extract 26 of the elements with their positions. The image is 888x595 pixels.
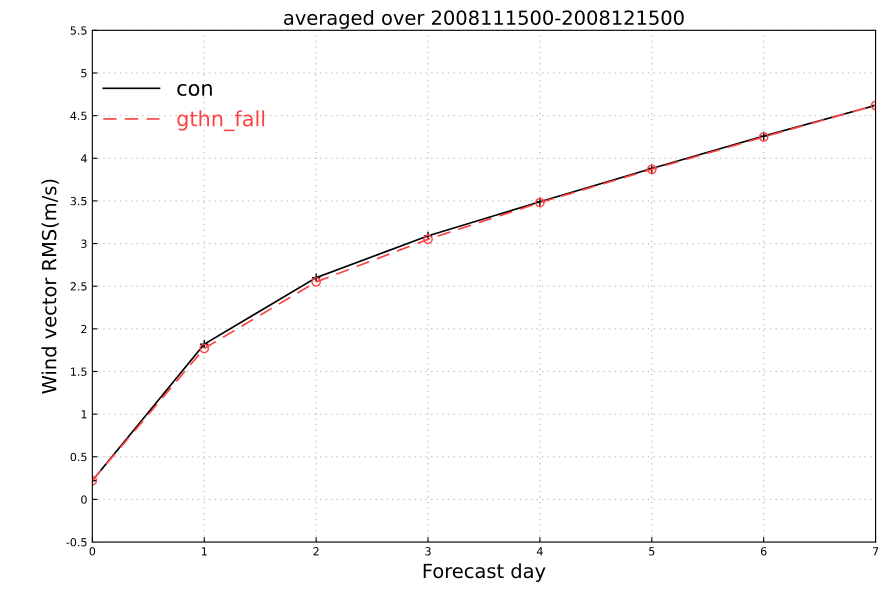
x-tick-label: 1: [202, 547, 207, 556]
y-tick-label: 1: [82, 410, 86, 418]
y-tick-label: 1.5: [71, 368, 87, 376]
x-tick-label: 2: [313, 547, 319, 556]
x-axis-title: Forecast day: [424, 563, 546, 582]
y-tick-label: 2: [81, 324, 86, 334]
y-tick-label: 5: [81, 69, 87, 78]
y-tick-label: 3.5: [70, 196, 87, 206]
y-tick-label: 4.5: [70, 112, 87, 120]
y-tick-label: 0: [81, 495, 87, 504]
x-tick-label: 6: [760, 547, 767, 556]
y-tick-label: 2.5: [70, 282, 87, 291]
legend-label: gthn_fall: [177, 110, 264, 132]
x-tick-label: 3: [425, 547, 431, 556]
y-tick-label: -0.5: [66, 538, 87, 546]
x-tick-label: 0: [90, 547, 96, 556]
y-tick-label: 4: [80, 154, 87, 162]
legend-label: con: [177, 84, 212, 96]
y-tick-label: 3: [81, 240, 87, 248]
chart-title: averaged over 2008111500-2008121500: [284, 10, 684, 29]
y-axis-title: Wind vector RMS(m/s): [41, 180, 59, 394]
y-tick-label: 0.5: [70, 452, 87, 462]
x-tick-label: 4: [536, 547, 543, 556]
x-tick-label: 7: [872, 547, 878, 556]
y-tick-label: 5.5: [70, 26, 87, 35]
x-tick-label: 5: [649, 547, 654, 556]
